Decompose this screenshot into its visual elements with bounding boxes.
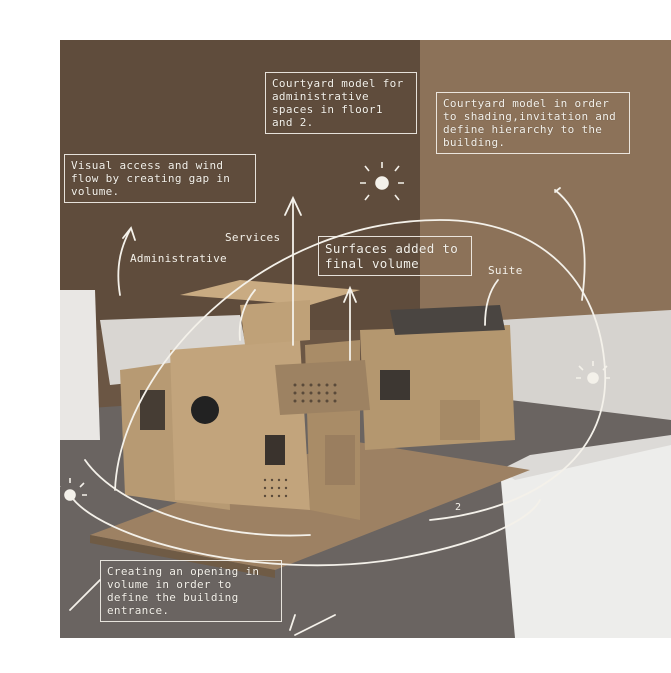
annotation-visual-access: Visual access and wind flow by creating … xyxy=(64,154,256,203)
annotation-courtyard-order: Courtyard model in order to shading,invi… xyxy=(436,92,630,154)
label-number-2: 2 xyxy=(455,502,462,513)
label-services: Services xyxy=(225,231,281,244)
annotation-courtyard-admin: Courtyard model for administrative space… xyxy=(265,72,417,134)
label-suite: Suite xyxy=(488,264,523,277)
label-administrative: Administrative xyxy=(130,252,227,265)
annotation-surfaces-added: Surfaces added to final volume xyxy=(318,236,472,276)
annotation-opening: Creating an opening in volume in order t… xyxy=(100,560,282,622)
